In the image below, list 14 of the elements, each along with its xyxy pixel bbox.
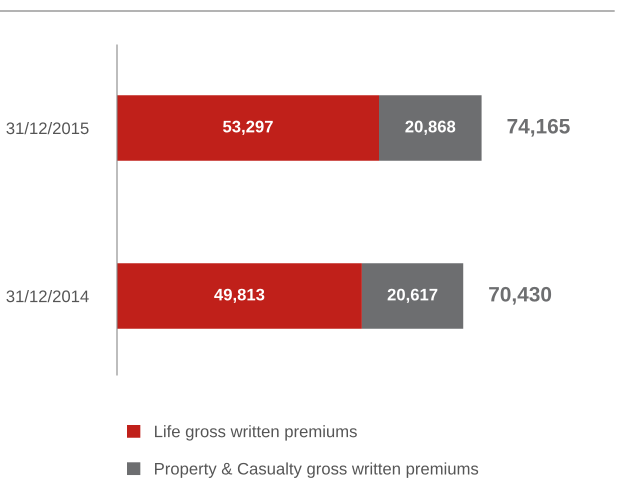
bar [362, 263, 464, 329]
y-tick-label: 31/12/2015 [6, 122, 89, 134]
data-label: 20,617 [388, 288, 438, 303]
bar [379, 95, 482, 161]
data-label: 20,868 [405, 120, 456, 135]
total-label: 70,430 [489, 286, 552, 305]
total-label: 74,165 [507, 118, 570, 137]
bar [117, 95, 380, 161]
data-label: 49,813 [214, 288, 264, 303]
legend-label: Property & Casualty gross written premiums [155, 462, 478, 478]
legend-label: Life gross written premiums [155, 425, 357, 441]
data-label: 53,297 [223, 120, 273, 135]
bar [117, 263, 362, 329]
y-tick-label: 31/12/2014 [6, 290, 89, 302]
